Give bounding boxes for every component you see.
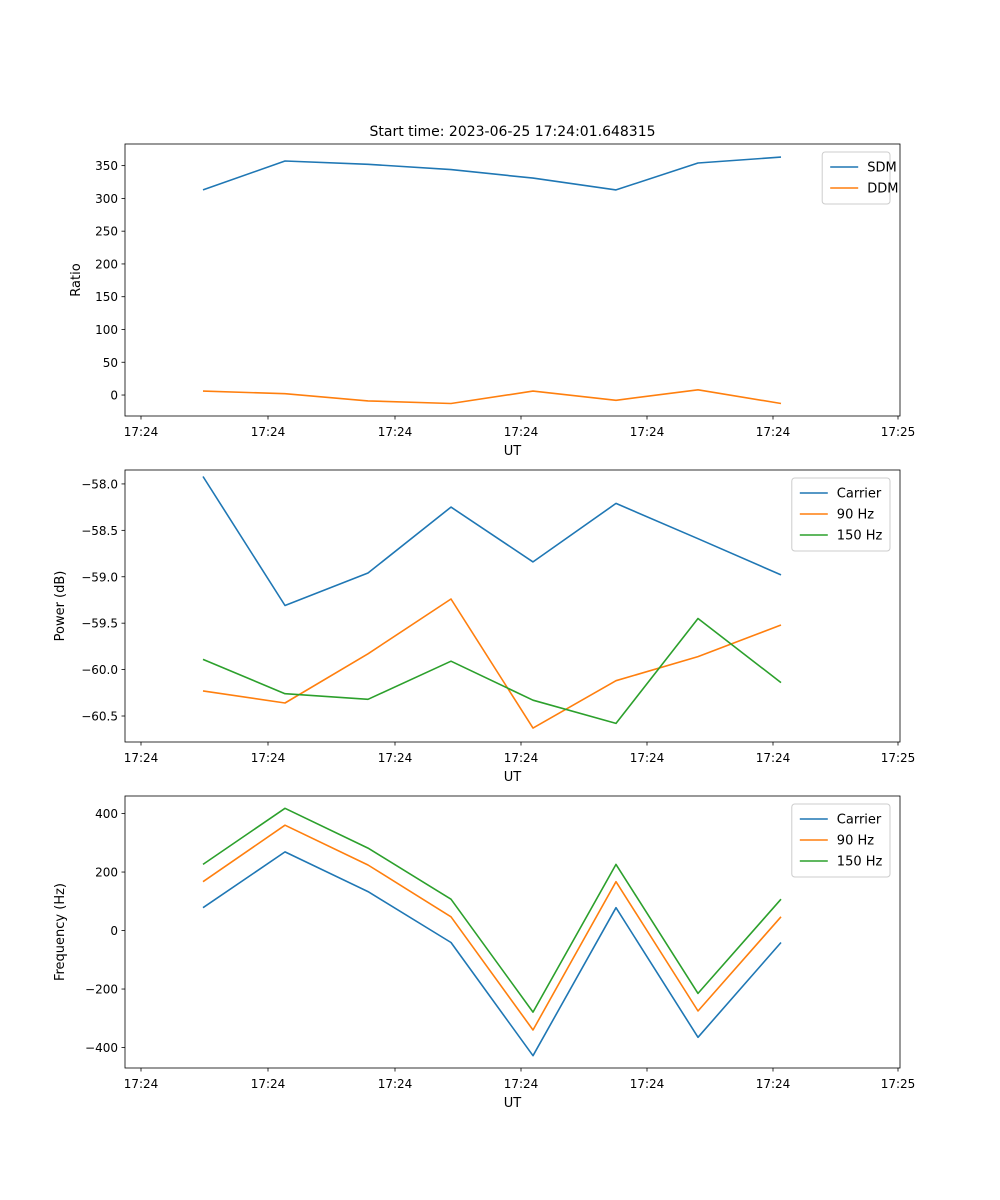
y-tick-label: −59.5 <box>81 617 118 631</box>
x-tick-label: 17:24 <box>378 425 413 439</box>
legend-label: 150 Hz <box>837 855 883 870</box>
series-line-150-hz <box>202 807 782 1013</box>
y-axis-label: Frequency (Hz) <box>53 883 68 981</box>
x-tick-label: 17:24 <box>251 425 286 439</box>
x-tick-label: 17:24 <box>378 751 413 765</box>
x-tick-label: 17:24 <box>630 1077 665 1091</box>
legend-label: 150 Hz <box>837 529 883 544</box>
x-tick-label: 17:24 <box>756 425 791 439</box>
y-tick-label: 0 <box>110 924 118 938</box>
y-axis-label: Power (dB) <box>53 571 68 642</box>
x-axis-label: UT <box>504 770 522 785</box>
y-tick-label: −200 <box>85 983 118 997</box>
legend-label: 90 Hz <box>837 508 874 523</box>
x-tick-label: 17:24 <box>124 425 159 439</box>
plot-area <box>124 795 901 1069</box>
series-line-sdm <box>202 156 782 191</box>
y-tick-label: 350 <box>95 159 118 173</box>
plot-area <box>124 143 901 417</box>
y-axis-label: Ratio <box>69 263 84 296</box>
y-tick-label: −60.0 <box>81 663 118 677</box>
x-tick-label: 17:25 <box>881 1077 916 1091</box>
y-tick-label: −58.5 <box>81 524 118 538</box>
series-line-carrier <box>202 476 782 607</box>
legend-label: DDM <box>867 182 898 197</box>
y-tick-label: 400 <box>95 807 118 821</box>
y-tick-label: −60.5 <box>81 710 118 724</box>
chart-title: Start time: 2023-06-25 17:24:01.648315 <box>369 124 655 140</box>
chart-panel-2: −58.0 −58.5 −59.0 −59.5 −60.0 −60.5 17:24 17:24… <box>53 469 916 785</box>
chart-panel-3: 400 200 0 −200 −400 17:24 17:24 17:24 17:24 17:24… <box>53 795 916 1111</box>
x-tick-label: 17:24 <box>756 751 791 765</box>
series-line-carrier <box>202 851 782 1057</box>
x-tick-label: 17:24 <box>124 1077 159 1091</box>
x-tick-label: 17:25 <box>881 751 916 765</box>
legend <box>791 803 891 878</box>
x-axis-label: UT <box>504 444 522 459</box>
x-tick-label: 17:24 <box>756 1077 791 1091</box>
y-tick-label: −400 <box>85 1041 118 1055</box>
legend <box>821 151 891 205</box>
series-line-150-hz <box>202 617 782 725</box>
x-tick-label: 17:24 <box>251 1077 286 1091</box>
legend-label: SDM <box>867 161 896 176</box>
y-tick-label: −58.0 <box>81 477 118 491</box>
y-tick-label: 200 <box>95 257 118 271</box>
x-tick-label: 17:24 <box>504 751 539 765</box>
y-tick-label: 300 <box>95 192 118 206</box>
x-tick-label: 17:24 <box>630 751 665 765</box>
plot-area <box>124 469 901 743</box>
y-tick-label: 150 <box>95 290 118 304</box>
legend-label: 90 Hz <box>837 834 874 849</box>
x-tick-label: 17:24 <box>630 425 665 439</box>
x-tick-label: 17:24 <box>124 751 159 765</box>
x-tick-label: 17:24 <box>251 751 286 765</box>
legend-label: Carrier <box>837 813 882 828</box>
y-tick-label: 200 <box>95 866 118 880</box>
y-tick-label: 0 <box>110 389 118 403</box>
series-line-90-hz <box>202 824 782 1031</box>
y-tick-label: 50 <box>103 356 118 370</box>
legend-label: Carrier <box>837 487 882 502</box>
chart-panel-1: Start time: 2023-06-25 17:24:01.648315 0 5… <box>69 124 915 459</box>
y-tick-label: 250 <box>95 225 118 239</box>
y-tick-label: 100 <box>95 323 118 337</box>
x-tick-label: 17:24 <box>504 1077 539 1091</box>
series-line-ddm <box>202 388 782 405</box>
y-tick-label: −59.0 <box>81 570 118 584</box>
x-tick-label: 17:25 <box>881 425 916 439</box>
legend <box>791 477 891 552</box>
x-tick-label: 17:24 <box>378 1077 413 1091</box>
x-axis-label: UT <box>504 1096 522 1111</box>
x-tick-label: 17:24 <box>504 425 539 439</box>
